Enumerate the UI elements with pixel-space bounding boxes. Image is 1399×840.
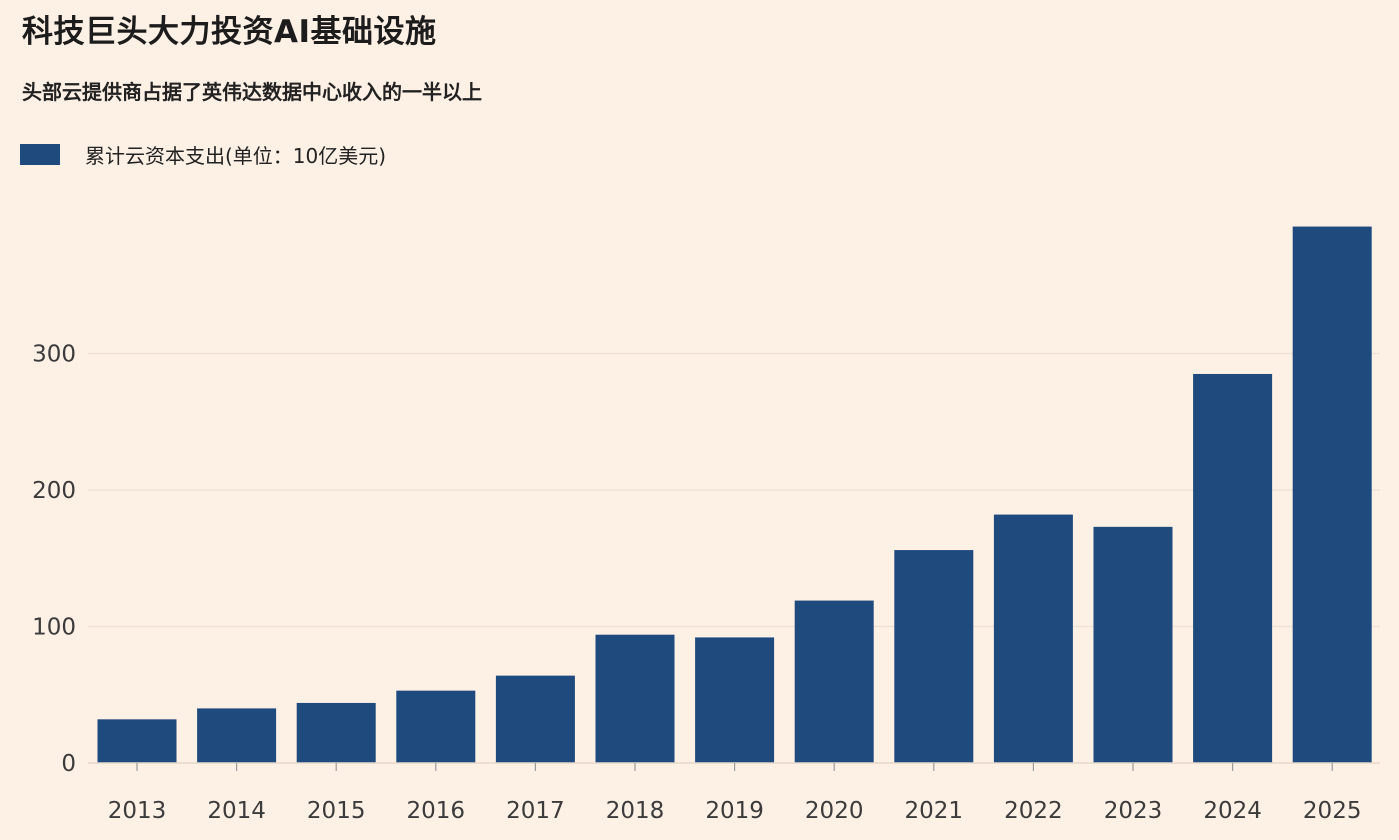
y-tick-label: 300 (32, 342, 76, 368)
x-tick-label: 2023 (1104, 798, 1163, 824)
bar-2018 (595, 634, 675, 763)
x-tick-label: 2017 (506, 798, 565, 824)
x-tick-label: 2019 (705, 798, 764, 824)
x-tick-label: 2024 (1203, 798, 1262, 824)
bar-2024 (1193, 373, 1273, 763)
x-tick-label: 2015 (307, 798, 366, 824)
x-tick-label: 2016 (407, 798, 466, 824)
bar-2016 (396, 690, 476, 763)
x-tick-label: 2022 (1004, 798, 1063, 824)
bar-2021 (894, 550, 974, 763)
x-tick-label: 2025 (1303, 798, 1362, 824)
bar-2025 (1292, 226, 1372, 763)
x-tick-label: 2018 (606, 798, 665, 824)
y-tick-label: 100 (32, 615, 76, 641)
x-tick-label: 2020 (805, 798, 864, 824)
y-tick-label: 0 (61, 751, 76, 777)
y-axis: 0 100 200 300 (32, 342, 76, 778)
bars (97, 226, 1372, 763)
bar-2020 (794, 600, 874, 763)
x-axis: 2013 2014 2015 2016 2017 2018 2019 2020 2021 2022… (88, 762, 1380, 824)
bar-2013 (97, 719, 177, 763)
chart-subtitle: 头部云提供商占据了英伟达数据中心收入的一半以上 (22, 80, 482, 104)
bar-2017 (495, 675, 575, 763)
y-tick-label: 200 (32, 478, 76, 504)
bar-2023 (1093, 526, 1173, 763)
bar-2022 (993, 514, 1073, 763)
x-tick-label: 2021 (905, 798, 964, 824)
legend-swatch (20, 143, 60, 165)
x-tick-label: 2014 (207, 798, 266, 824)
bar-2015 (296, 702, 376, 763)
gridlines (88, 352, 1380, 628)
legend: 累计云资本支出(单位：10亿美元) (20, 140, 386, 168)
bar-2014 (197, 708, 277, 763)
chart-title: 科技巨头大力投资AI基础设施 (22, 14, 437, 50)
legend-label: 累计云资本支出(单位：10亿美元) (85, 143, 387, 168)
bar-2019 (695, 637, 775, 763)
x-tick-label: 2013 (108, 798, 167, 824)
